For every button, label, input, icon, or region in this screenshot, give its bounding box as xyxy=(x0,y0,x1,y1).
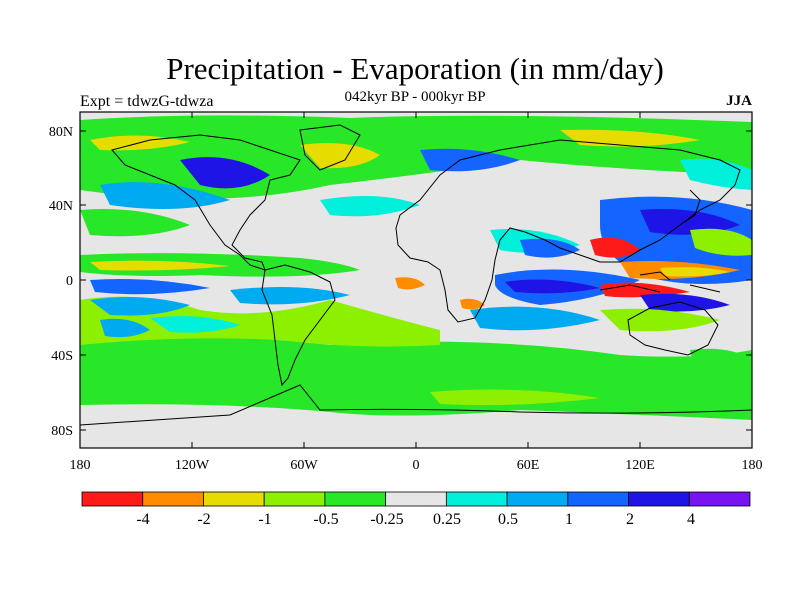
coastlines xyxy=(80,124,752,426)
field-layer xyxy=(80,112,752,448)
colorbar-swatch xyxy=(385,491,447,507)
map-title: Precipitation - Evaporation (in mm/day) xyxy=(166,51,664,86)
field-patch xyxy=(690,348,752,380)
field-patch xyxy=(640,209,740,235)
field-patch xyxy=(100,318,150,338)
x-axis-labels: 180 120W 60W 0 60E 120E 180 xyxy=(70,458,763,473)
field-patch xyxy=(470,306,600,331)
colorbar-label: -2 xyxy=(197,511,210,528)
coastline-australia xyxy=(627,301,719,356)
experiment-label: Expt = tdwzG-tdwza xyxy=(80,93,214,110)
y-axis xyxy=(80,130,752,431)
colorbar-swatch xyxy=(203,491,265,507)
season-label: JJA xyxy=(726,93,752,109)
field-patch xyxy=(395,277,425,290)
field-patch xyxy=(80,209,190,237)
y-axis-labels: 80N 40N 0 40S 80S xyxy=(49,125,73,439)
y-tick-label: 80N xyxy=(49,125,73,140)
colorbar-label: 2 xyxy=(626,511,634,528)
coastline-japan xyxy=(684,189,701,223)
colorbar-swatch xyxy=(445,491,508,507)
colorbar-label: 1 xyxy=(565,511,573,528)
field-patch xyxy=(460,298,485,310)
coastline-antarctica xyxy=(80,384,752,426)
colorbar-labels: -4 -2 -1 -0.5 -0.25 0.25 0.5 1 2 4 xyxy=(136,511,695,528)
field-patch xyxy=(505,279,600,294)
field-patch xyxy=(640,293,730,312)
field-patch xyxy=(90,279,210,295)
coastline-africa-eurasia xyxy=(395,139,741,323)
field-patch xyxy=(100,182,230,209)
field-patch xyxy=(150,316,240,333)
field-patch xyxy=(600,308,720,332)
colorbar-label: 4 xyxy=(687,511,695,528)
field-patch xyxy=(590,237,640,258)
colorbar-swatch xyxy=(628,491,690,507)
colorbar-swatch xyxy=(688,491,751,507)
x-tick-label: 60E xyxy=(517,458,540,473)
field-patch xyxy=(690,228,752,256)
y-tick-label: 40N xyxy=(49,199,73,214)
colorbar-label: 0.5 xyxy=(498,511,518,528)
x-tick-label: 0 xyxy=(413,458,420,473)
colorbar-label: -0.5 xyxy=(313,511,338,528)
field-patch xyxy=(180,157,270,189)
colorbar-label: -1 xyxy=(258,511,271,528)
x-tick-label: 120W xyxy=(175,458,210,473)
colorbar-swatch xyxy=(142,491,204,507)
field-patch xyxy=(90,296,190,316)
field-patch xyxy=(300,142,380,169)
x-tick-label: 180 xyxy=(742,458,763,473)
colorbar-swatch xyxy=(567,491,629,507)
field-patch xyxy=(90,260,230,271)
x-axis xyxy=(79,112,753,448)
field-patch xyxy=(660,267,730,277)
x-tick-label: 120E xyxy=(625,458,655,473)
y-tick-label: 0 xyxy=(66,274,73,289)
field-patch xyxy=(430,389,600,406)
colorbar-swatch xyxy=(506,491,569,507)
coastline-north-america xyxy=(111,134,301,271)
field-patch xyxy=(80,253,360,277)
colorbar-swatch xyxy=(263,491,326,507)
x-tick-label: 60W xyxy=(290,458,318,473)
colorbar xyxy=(81,491,751,507)
colorbar-label: -4 xyxy=(136,511,149,528)
colorbar-label: -0.25 xyxy=(370,511,403,528)
coastline-greenland xyxy=(299,124,361,171)
colorbar-swatch xyxy=(81,491,144,507)
x-tick-label: 180 xyxy=(70,458,91,473)
colorbar-label: 0.25 xyxy=(433,511,461,528)
map-subtitle: 042kyr BP - 000kyr BP xyxy=(344,89,486,105)
colorbar-swatch xyxy=(324,491,387,507)
y-tick-label: 40S xyxy=(51,349,73,364)
field-patch xyxy=(320,196,420,217)
coastline-south-america xyxy=(261,264,336,387)
field-patch xyxy=(230,286,350,305)
coastline-indonesia xyxy=(599,271,721,293)
field-patch xyxy=(520,238,580,258)
y-tick-label: 80S xyxy=(51,424,73,439)
field-patch xyxy=(420,148,520,172)
